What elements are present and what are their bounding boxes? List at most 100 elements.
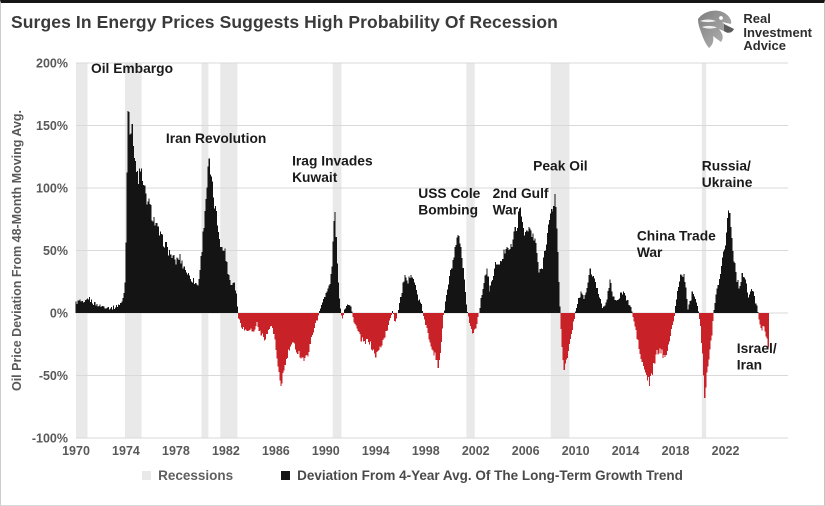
bar-positive <box>541 269 543 313</box>
bar-negative <box>317 313 320 316</box>
bar-positive <box>583 299 585 313</box>
bar-negative <box>284 313 286 365</box>
bar-positive <box>460 247 462 313</box>
legend-item-deviation: Deviation From 4-Year Avg. Of The Long-T… <box>281 468 683 483</box>
bar-positive <box>593 278 595 313</box>
bar-positive <box>97 306 99 313</box>
bar-positive <box>142 181 144 313</box>
bar-negative <box>281 313 283 384</box>
bar-positive <box>139 171 142 313</box>
bar-negative <box>307 313 309 357</box>
bar-negative <box>276 313 278 359</box>
y-axis-title: Oil Price Deviation From 48-Month Moving… <box>10 110 24 391</box>
bar-positive <box>77 300 79 313</box>
bar-positive <box>205 198 207 313</box>
bar-positive <box>737 279 739 313</box>
bar-positive <box>548 224 550 313</box>
bar-negative <box>256 313 258 322</box>
bar-positive <box>719 274 721 313</box>
bar-positive <box>491 279 493 313</box>
bar-positive <box>209 174 211 313</box>
bar-negative <box>244 313 246 331</box>
bar-positive <box>175 264 177 313</box>
bar-positive <box>126 172 128 313</box>
bar-positive <box>605 302 607 313</box>
bar-negative <box>670 313 672 330</box>
bar-positive <box>118 304 120 313</box>
bar-negative <box>567 313 569 351</box>
bar-negative <box>760 313 762 329</box>
bar-positive <box>159 231 161 313</box>
bar-positive <box>235 293 237 313</box>
bar-positive <box>223 251 225 313</box>
bar-positive <box>716 288 718 313</box>
bar-negative <box>701 313 703 344</box>
bar-positive <box>738 288 740 313</box>
bar-positive <box>449 276 451 313</box>
bar-negative <box>282 313 284 374</box>
bar-positive <box>325 292 327 313</box>
bar-positive <box>83 301 85 313</box>
bar-positive <box>324 296 326 313</box>
bar-positive <box>488 291 490 313</box>
bar-negative <box>442 313 444 315</box>
bar-negative <box>565 313 567 360</box>
bar-negative <box>635 313 637 331</box>
brand-line-3: Advice <box>743 38 786 54</box>
bar-positive <box>221 246 223 313</box>
bar-positive <box>225 261 227 313</box>
bar-negative <box>251 313 253 332</box>
bar-positive <box>182 268 184 313</box>
bar-positive <box>210 176 212 313</box>
bar-positive <box>558 281 560 313</box>
bar-negative <box>663 313 665 355</box>
bar-positive <box>481 295 483 313</box>
annotation-peak-oil: Peak Oil <box>533 159 587 174</box>
bar-negative <box>654 313 656 364</box>
bar-positive <box>450 269 452 313</box>
bar-negative <box>302 313 304 358</box>
bar-positive <box>211 181 213 313</box>
bar-positive <box>333 220 335 313</box>
bar-positive <box>410 275 412 313</box>
bar-positive <box>158 235 160 313</box>
bar-negative <box>467 313 469 317</box>
bar-positive <box>146 204 148 313</box>
bar-positive <box>493 268 496 313</box>
bar-negative <box>562 313 564 361</box>
bar-positive <box>532 233 534 313</box>
bar-negative <box>309 313 311 345</box>
x-tick-label: 1974 <box>112 444 140 458</box>
bar-negative <box>296 313 298 353</box>
bar-positive <box>483 283 485 313</box>
bar-positive <box>465 304 467 313</box>
bar-positive <box>626 300 628 313</box>
x-tick-label: 2010 <box>562 444 590 458</box>
bar-positive <box>753 291 755 313</box>
bar-positive <box>177 258 179 313</box>
bar-positive <box>519 207 522 313</box>
recession-swatch <box>142 471 152 480</box>
bar-positive <box>88 297 91 313</box>
bar-positive <box>212 197 214 313</box>
bar-negative <box>425 313 427 325</box>
bar-positive <box>586 287 588 313</box>
bar-positive <box>420 302 422 313</box>
bar-positive <box>578 297 580 313</box>
bar-negative <box>428 313 430 340</box>
bar-positive <box>489 285 491 313</box>
bar-negative <box>368 313 371 345</box>
bar-positive <box>344 309 346 313</box>
bar-positive <box>686 299 688 313</box>
bar-negative <box>426 313 428 328</box>
bar-positive <box>129 134 131 313</box>
bar-positive <box>524 235 526 313</box>
y-tick-label: 0% <box>50 307 68 321</box>
bar-positive <box>505 249 507 313</box>
bar-negative <box>385 313 387 331</box>
bar-positive <box>402 282 404 313</box>
bar-negative <box>252 313 254 332</box>
bar-positive <box>332 241 334 313</box>
bar-positive <box>149 204 151 313</box>
bar-negative <box>261 313 263 334</box>
